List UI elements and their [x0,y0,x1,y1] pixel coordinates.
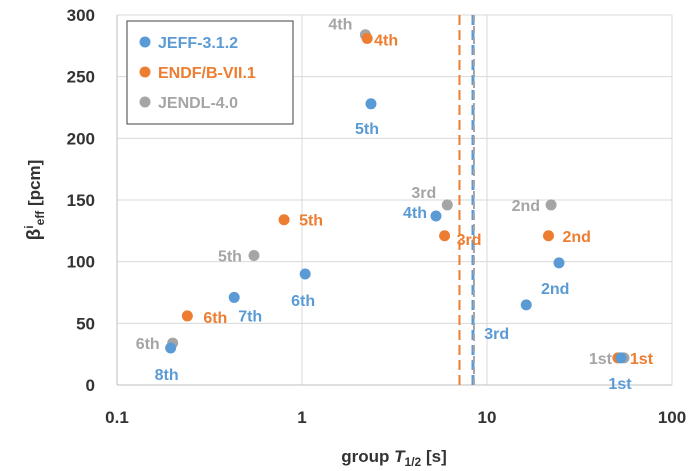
y-tick-label: 150 [67,191,95,210]
point-label: 8th [155,367,179,384]
legend-label: JEFF-3.1.2 [158,35,238,52]
legend-box [126,20,294,125]
legend-marker [139,96,151,108]
point-label: 4th [403,205,427,222]
point-label: 5th [355,121,379,138]
point-label: 1st [608,376,632,393]
data-point [553,257,565,269]
data-point [545,199,557,211]
y-tick-label: 300 [67,6,95,25]
x-tick-label: 0.1 [105,408,129,427]
point-label: 3rd [457,232,482,249]
point-label: 4th [328,17,352,34]
point-label: 4th [374,32,398,49]
x-tick-label: 1 [297,408,306,427]
point-label: 1st [630,351,654,368]
data-point [441,199,453,211]
data-point [228,291,240,303]
data-point [361,32,373,44]
data-point [365,98,377,110]
point-label: 3rd [484,326,509,343]
x-axis-title: group T1/2 [s] [341,447,446,469]
point-label: 7th [238,308,262,325]
data-point [181,310,193,322]
data-point [165,342,177,354]
point-label: 5th [299,213,323,230]
data-point [439,230,451,242]
y-tick-label: 50 [76,314,95,333]
y-tick-label: 250 [67,68,95,87]
point-label: 5th [218,249,242,266]
point-label: 6th [136,336,160,353]
point-label: 6th [203,310,227,327]
x-tick-label: 10 [478,408,497,427]
legend-marker [139,36,151,48]
point-label: 1st [589,351,613,368]
legend-label: JENDL-4.0 [158,95,238,112]
point-label: 3rd [411,185,436,202]
point-label: 2nd [512,198,540,215]
data-point [543,230,555,242]
data-point [278,214,290,226]
x-tick-label: 100 [658,408,686,427]
data-point [248,250,260,261]
y-axis-title: βieff [pcm] [22,160,47,241]
data-point [430,210,442,222]
data-point [520,299,532,311]
y-tick-label: 200 [67,129,95,148]
point-label: 2nd [563,229,591,246]
legend-label: ENDF/B-VII.1 [158,65,256,82]
point-label: 2nd [541,281,569,298]
data-point [299,268,311,280]
data-point [615,352,627,364]
y-tick-label: 100 [67,253,95,272]
y-tick-label: 0 [86,376,95,395]
point-label: 6th [291,293,315,310]
legend-marker [139,66,151,78]
